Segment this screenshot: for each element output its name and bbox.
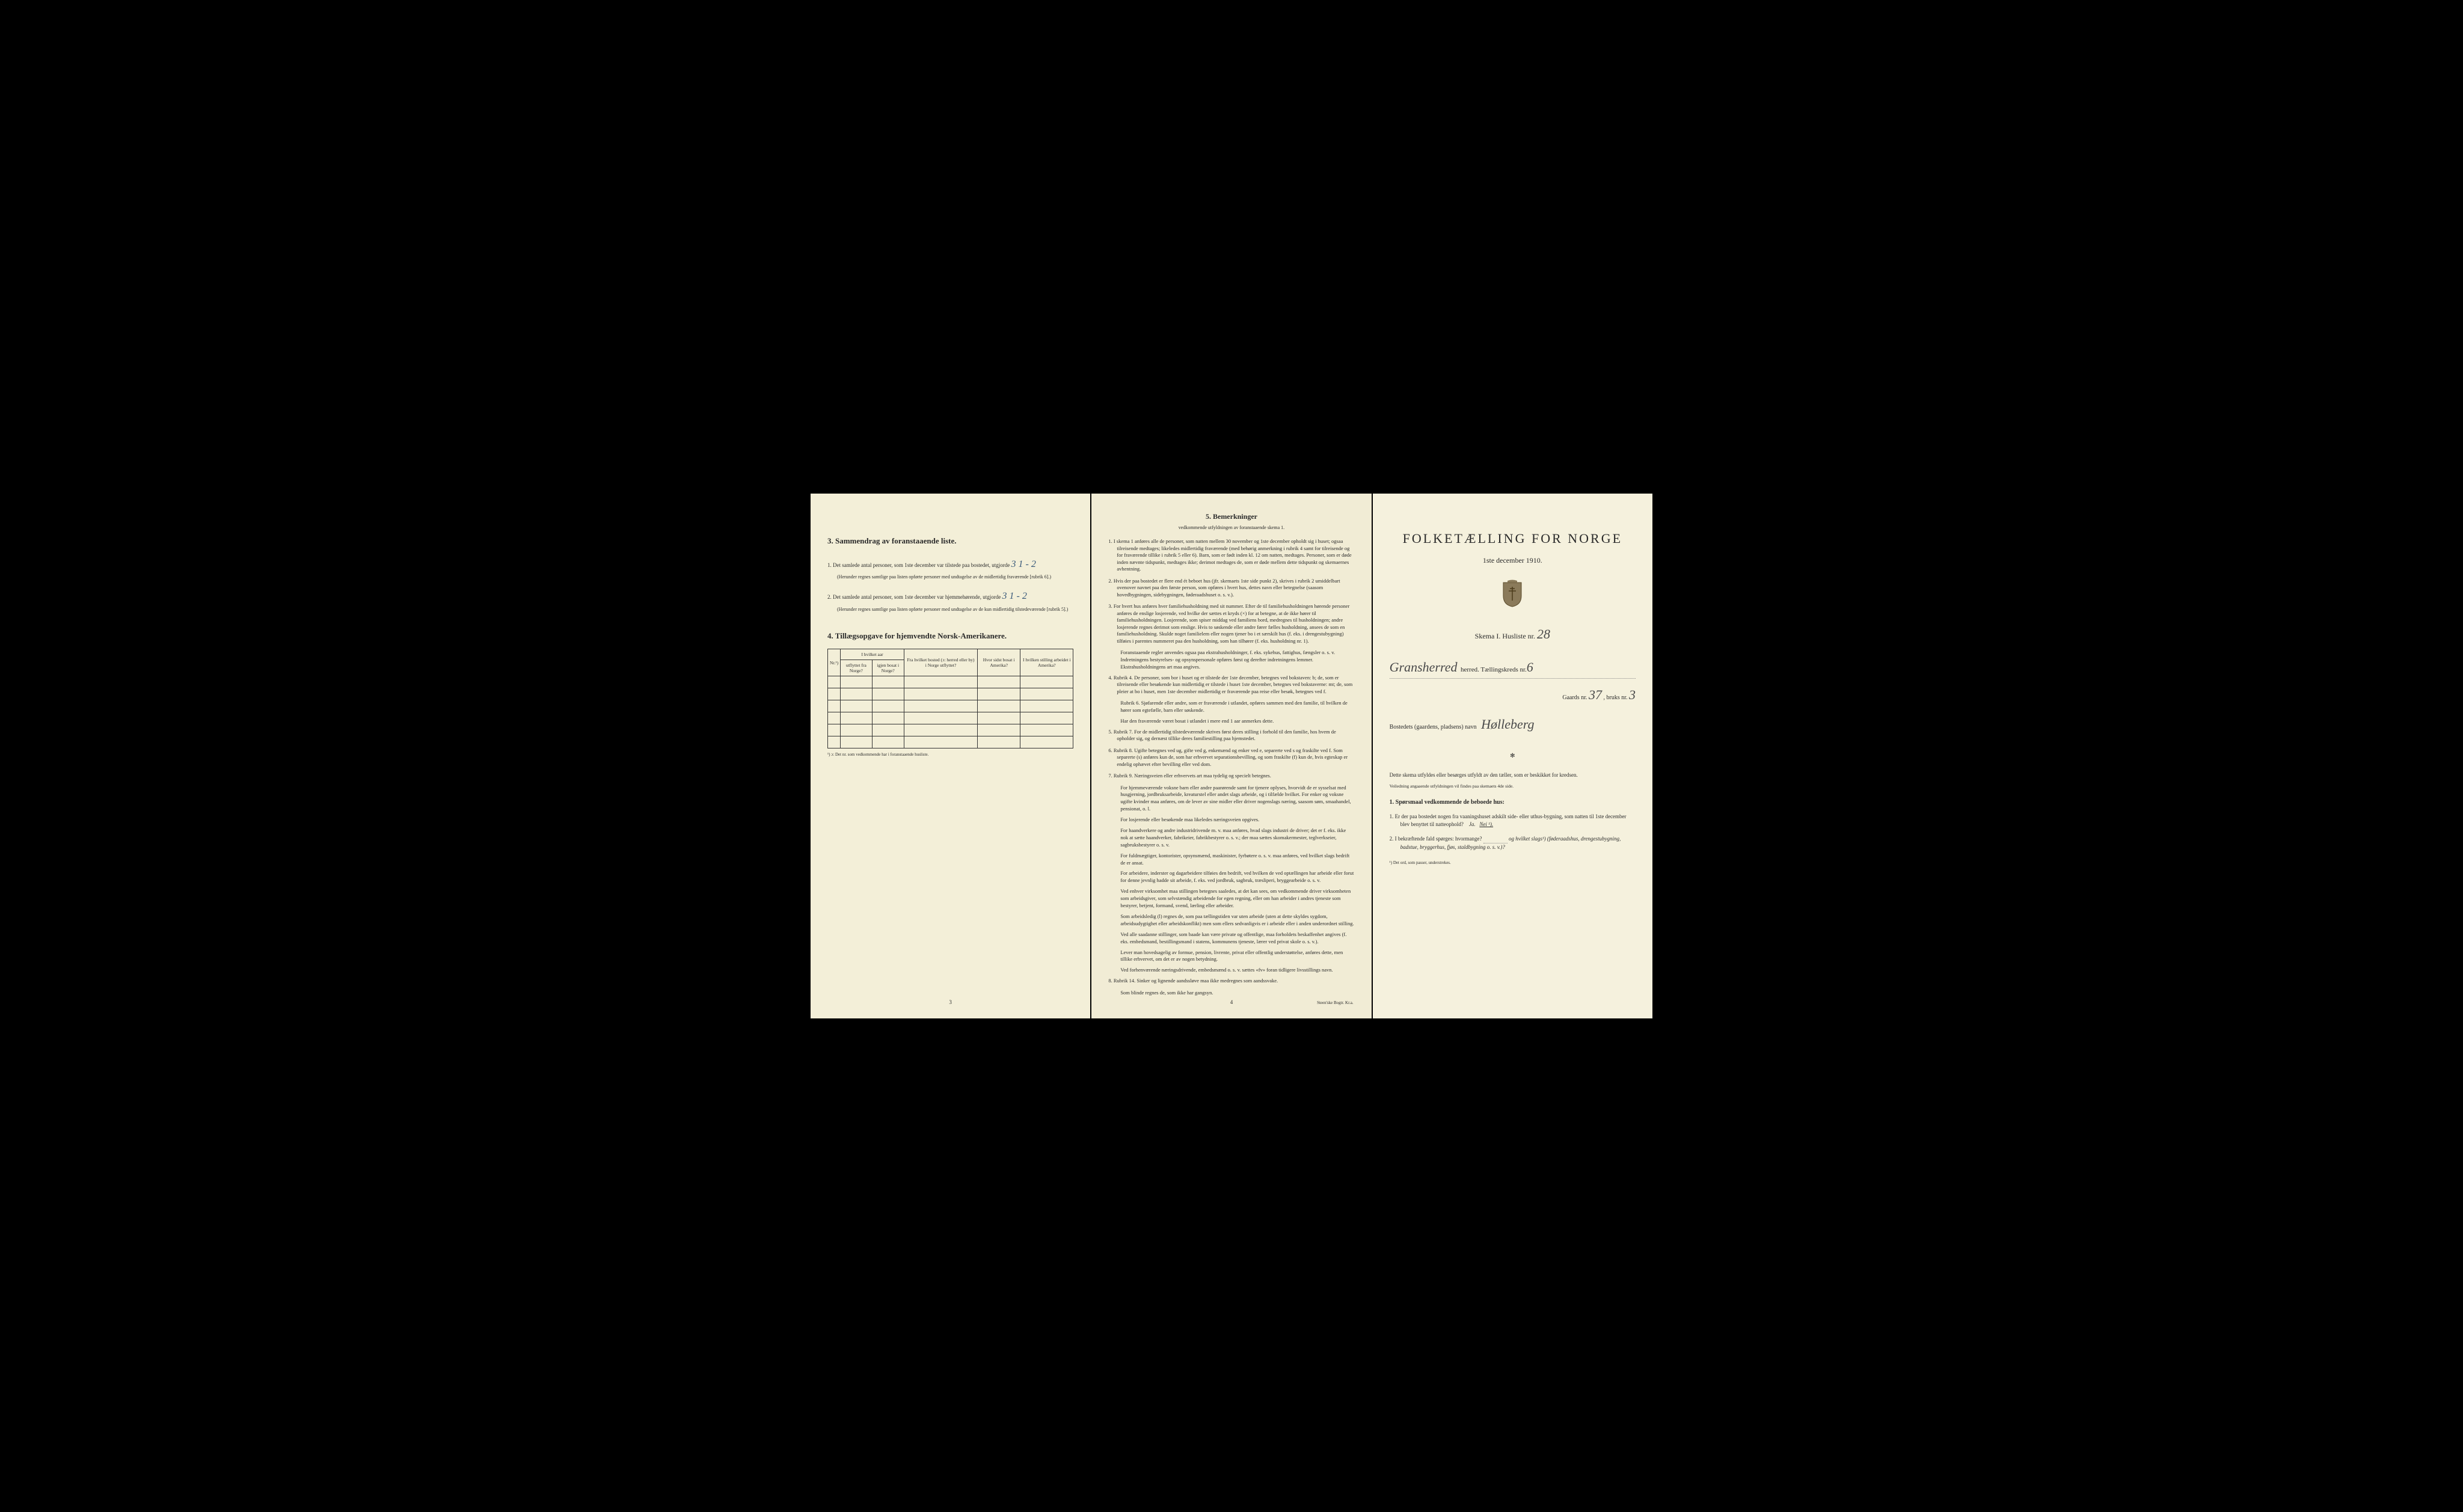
instruction-2: Veiledning angaaende utfyldningen vil fi… xyxy=(1390,783,1636,790)
page-3: 3. Sammendrag av foranstaaende liste. 1.… xyxy=(811,494,1090,1018)
page-4: 5. Bemerkninger vedkommende utfyldningen… xyxy=(1091,494,1371,1018)
section-3-title: 3. Sammendrag av foranstaaende liste. xyxy=(827,536,1073,546)
bruks-nr: 3 xyxy=(1629,687,1636,702)
gaards-label: Gaards nr. xyxy=(1562,694,1587,701)
remark-7b: For losjerende eller besøkende maa likel… xyxy=(1108,816,1354,824)
printer-mark: Steen'ske Bogtr. Kr.a. xyxy=(1317,1000,1354,1006)
table-row xyxy=(828,700,1073,712)
question-heading: 1. Spørsmaal vedkommende de beboede hus: xyxy=(1390,798,1636,807)
remark-7e: For arbeidere, inderster og dagarbeidere… xyxy=(1108,870,1354,884)
bosted-label: Bostedets (gaardens, pladsens) navn xyxy=(1390,724,1477,730)
page-1-cover: FOLKETÆLLING FOR NORGE 1ste december 191… xyxy=(1373,494,1652,1018)
table-footnote: ¹) ɔ: Det nr. som vedkommende har i fora… xyxy=(827,752,1073,758)
bosted-line: Bostedets (gaardens, pladsens) navn Høll… xyxy=(1390,715,1636,734)
remark-7: 7. Rubrik 9. Næringsveien eller erhverve… xyxy=(1108,773,1354,779)
table-row xyxy=(828,676,1073,688)
th-col2: Fra hvilket bosted (ɔ: herred eller by) … xyxy=(904,649,977,676)
census-document: 3. Sammendrag av foranstaaende liste. 1.… xyxy=(811,494,1652,1018)
divider-icon: ✻ xyxy=(1390,752,1636,761)
item-1-value: 3 1 - 2 xyxy=(1011,559,1036,569)
remark-7d: For fuldmægtiger, kontorister, opsynsmæn… xyxy=(1108,852,1354,867)
th-col1b-2: igjen bosat i Norge? xyxy=(872,660,904,676)
gaards-line: Gaards nr. 37 , bruks nr. 3 xyxy=(1390,686,1636,705)
instruction-1: Dette skema utfyldes eller besørges utfy… xyxy=(1390,771,1636,779)
skema-label: Skema I. Husliste nr. xyxy=(1475,632,1535,640)
remark-7c: For haandverkere og andre industridriven… xyxy=(1108,827,1354,849)
q1-ja: Ja. xyxy=(1469,821,1476,827)
remark-8: 8. Rubrik 14. Sinker og lignende aandssl… xyxy=(1108,978,1354,984)
th-col1b-1: utflyttet fra Norge? xyxy=(841,660,872,676)
th-col1a: I hvilket aar xyxy=(841,649,904,660)
remark-4: 4. Rubrik 4. De personer, som bor i huse… xyxy=(1108,675,1354,695)
remark-8b: Som blinde regnes de, som ikke har gangs… xyxy=(1108,990,1354,997)
remark-3: 3. For hvert hus anføres hver familiehus… xyxy=(1108,603,1354,644)
q1-nei: Nei ¹). xyxy=(1479,821,1493,827)
section-5-title: 5. Bemerkninger xyxy=(1108,512,1354,522)
item-2-note: (Herunder regnes samtlige paa listen opf… xyxy=(847,606,1073,613)
item-1-text: 1. Det samlede antal personer, som 1ste … xyxy=(827,562,1010,568)
remark-7a: For hjemmeværende voksne barn eller andr… xyxy=(1108,785,1354,813)
table-row xyxy=(828,736,1073,748)
remark-7h: Ved alle saadanne stillinger, som baade … xyxy=(1108,931,1354,946)
remark-6: 6. Rubrik 8. Ugifte betegnes ved ug, gif… xyxy=(1108,747,1354,768)
remark-7g: Som arbeidsledig (l) regnes de, som paa … xyxy=(1108,913,1354,928)
remark-7f: Ved enhver virksomhet maa stillingen bet… xyxy=(1108,888,1354,910)
herred-label: herred. Tællingskreds nr. xyxy=(1461,666,1527,675)
section-4-title: 4. Tillægsopgave for hjemvendte Norsk-Am… xyxy=(827,631,1073,641)
item-1-note: (Herunder regnes samtlige paa listen opf… xyxy=(847,574,1073,580)
question-2: 2. I bekræftende fald spørges: hvormange… xyxy=(1390,835,1636,852)
page-number-3: 3 xyxy=(811,999,1090,1006)
table-row xyxy=(828,724,1073,736)
q2-text: 2. I bekræftende fald spørges: hvormange… xyxy=(1390,836,1482,842)
footnote-1: ¹) Det ord, som passer, understrekes. xyxy=(1390,860,1636,866)
date-line: 1ste december 1910. xyxy=(1390,556,1636,566)
q2-blank xyxy=(1483,835,1508,844)
herred-name: Gransherred xyxy=(1390,658,1458,677)
th-nr: Nr.¹) xyxy=(828,649,841,676)
th-col4: I hvilken stilling arbeidet i Amerika? xyxy=(1020,649,1073,676)
section-5-sub: vedkommende utfyldningen av foranstaaend… xyxy=(1108,524,1354,531)
coat-of-arms-icon xyxy=(1390,578,1636,610)
remark-4b: Rubrik 6. Sjøfarende eller andre, som er… xyxy=(1108,700,1354,714)
bosted-name: Hølleberg xyxy=(1481,717,1534,732)
item-2: 2. Det samlede antal personer, som 1ste … xyxy=(827,590,1073,613)
table-row xyxy=(828,712,1073,724)
remark-7j: Ved forhenværende næringsdrivende, embed… xyxy=(1108,967,1354,974)
remark-2: 2. Hvis der paa bostedet er flere end ét… xyxy=(1108,578,1354,598)
q1-text: 1. Er der paa bostedet nogen fra vaaning… xyxy=(1390,813,1627,828)
skema-nr: 28 xyxy=(1537,626,1550,641)
remark-4c: Har den fraværende været bosat i utlande… xyxy=(1108,718,1354,725)
remark-3b: Foranstaaende regler anvendes ogsaa paa … xyxy=(1108,649,1354,671)
table-row xyxy=(828,688,1073,700)
remark-7i: Lever man hovedsagelig av formue, pensio… xyxy=(1108,949,1354,964)
amerikanere-table: Nr.¹) I hvilket aar Fra hvilket bosted (… xyxy=(827,649,1073,748)
herred-line: Gransherred herred. Tællingskreds nr. 6 xyxy=(1390,658,1636,679)
main-title: FOLKETÆLLING FOR NORGE xyxy=(1390,530,1636,548)
question-1: 1. Er der paa bostedet nogen fra vaaning… xyxy=(1390,813,1636,829)
th-col3: Hvor sidst bosat i Amerika? xyxy=(978,649,1020,676)
bruks-label: , bruks nr. xyxy=(1603,694,1627,701)
item-2-text: 2. Det samlede antal personer, som 1ste … xyxy=(827,594,1001,600)
item-2-value: 3 1 - 2 xyxy=(1002,591,1027,601)
gaards-nr: 37 xyxy=(1589,687,1602,702)
kreds-nr: 6 xyxy=(1527,658,1533,677)
remark-5: 5. Rubrik 7. For de midlertidig tilstede… xyxy=(1108,729,1354,742)
skema-line: Skema I. Husliste nr. 28 xyxy=(1390,625,1636,644)
remark-1: 1. I skema 1 anføres alle de personer, s… xyxy=(1108,538,1354,572)
item-1: 1. Det samlede antal personer, som 1ste … xyxy=(827,558,1073,581)
